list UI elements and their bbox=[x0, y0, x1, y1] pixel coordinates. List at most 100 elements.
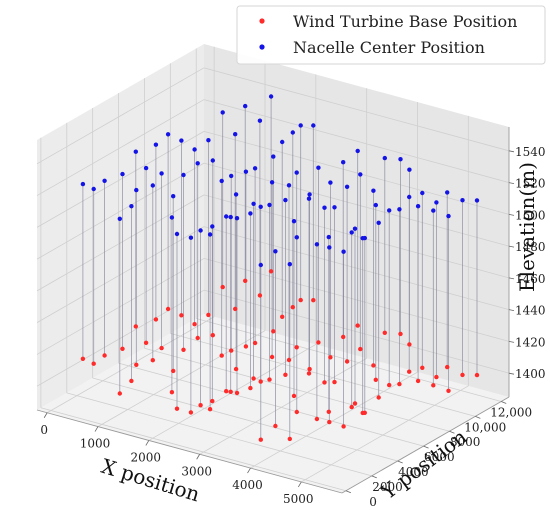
base-point bbox=[271, 329, 276, 334]
base-point bbox=[269, 354, 275, 360]
grid-line-y bbox=[196, 318, 502, 402]
base-point bbox=[273, 423, 278, 429]
base-point bbox=[362, 410, 367, 415]
nacelle-point bbox=[252, 166, 258, 171]
nacelle-point bbox=[234, 216, 240, 221]
base-point bbox=[407, 342, 412, 347]
nacelle-point bbox=[362, 235, 367, 241]
base-point bbox=[102, 353, 107, 358]
nacelle-point bbox=[165, 132, 171, 137]
nacelle-point bbox=[332, 205, 337, 210]
base-point bbox=[80, 356, 86, 361]
x-tick-label: 1000 bbox=[80, 437, 111, 451]
y-tick-label: 8000 bbox=[450, 435, 481, 449]
base-point bbox=[358, 346, 363, 352]
base-point bbox=[445, 364, 450, 370]
nacelle-point bbox=[188, 235, 194, 240]
nacelle-point bbox=[294, 235, 299, 240]
nacelle-point bbox=[220, 110, 225, 115]
z-tick-label: 1540 bbox=[515, 145, 546, 159]
nacelle-point bbox=[179, 138, 184, 143]
nacelle-point bbox=[268, 94, 274, 99]
grid-line-y bbox=[118, 362, 424, 447]
base-point bbox=[248, 385, 253, 391]
base-point bbox=[307, 366, 312, 372]
base-point bbox=[134, 362, 139, 367]
grid-line-y bbox=[40, 407, 346, 492]
grid-line-z bbox=[36, 258, 205, 355]
axis-panes bbox=[37, 44, 509, 493]
y-tick-label: 2000 bbox=[372, 480, 403, 494]
base-point bbox=[188, 410, 194, 415]
base-point bbox=[294, 345, 299, 350]
base-point bbox=[382, 330, 387, 335]
grid-line-z bbox=[203, 99, 510, 183]
base-point bbox=[431, 383, 436, 388]
base-point bbox=[349, 404, 354, 410]
nacelle-point bbox=[210, 158, 215, 163]
grid-line-z bbox=[36, 131, 205, 228]
nacelle-point bbox=[407, 194, 412, 200]
grid-line-z bbox=[203, 67, 510, 152]
base-point bbox=[371, 363, 376, 368]
nacelle-point bbox=[171, 194, 176, 199]
base-point bbox=[311, 298, 316, 303]
base-point bbox=[341, 424, 346, 429]
nacelle-point bbox=[376, 220, 381, 225]
y-tick-mark bbox=[371, 475, 377, 479]
nacelle-point bbox=[120, 171, 125, 177]
y-tick-mark bbox=[397, 460, 403, 464]
nacelle-point bbox=[258, 204, 263, 209]
base-point bbox=[355, 323, 360, 328]
nacelle-point bbox=[228, 214, 233, 220]
nacelle-point bbox=[349, 230, 354, 235]
nacelle-point bbox=[460, 198, 465, 203]
nacelle-point bbox=[80, 181, 86, 187]
nacelle-point bbox=[133, 149, 138, 154]
base-point bbox=[206, 312, 211, 318]
base-point bbox=[133, 324, 138, 329]
grid-line-x bbox=[301, 385, 469, 483]
nacelle-point bbox=[306, 196, 312, 201]
z-tick-label: 1400 bbox=[515, 367, 546, 381]
base-point bbox=[117, 391, 123, 396]
nacelle-point bbox=[373, 202, 378, 208]
base-point bbox=[179, 313, 184, 318]
base-point bbox=[267, 377, 272, 382]
base-point bbox=[344, 359, 350, 364]
base-point bbox=[258, 437, 263, 442]
nacelle-point bbox=[248, 211, 253, 216]
base-point bbox=[398, 331, 403, 337]
nacelle-point bbox=[91, 186, 96, 192]
nacelle-point bbox=[341, 249, 346, 254]
nacelle-point bbox=[287, 262, 292, 267]
base-point bbox=[171, 368, 176, 374]
base-point bbox=[192, 322, 197, 327]
z-tick-mark bbox=[508, 245, 515, 248]
y-tick-mark bbox=[345, 490, 352, 494]
base-point bbox=[129, 378, 134, 384]
nacelle-point bbox=[224, 214, 229, 219]
grid-lines bbox=[36, 46, 510, 492]
base-point bbox=[257, 293, 263, 298]
legend: Wind Turbine Base Position Nacelle Cente… bbox=[236, 5, 546, 65]
x-tick-mark bbox=[196, 454, 201, 460]
grid-line-x bbox=[199, 357, 367, 455]
base-point bbox=[252, 340, 258, 346]
base-point bbox=[233, 366, 239, 372]
x-axis-line bbox=[36, 409, 343, 494]
nacelle-point bbox=[206, 138, 211, 143]
base-point bbox=[287, 436, 292, 442]
grid-line-z bbox=[36, 289, 205, 387]
nacelle-point bbox=[174, 231, 180, 237]
y-tick-label: 6000 bbox=[424, 450, 455, 464]
base-point bbox=[207, 407, 213, 412]
z-tick-mark bbox=[508, 341, 515, 343]
x-tick-label: 0 bbox=[40, 423, 48, 437]
nacelle-point bbox=[420, 190, 425, 196]
base-point bbox=[220, 284, 225, 290]
base-point bbox=[322, 380, 327, 385]
y-tick-mark bbox=[449, 430, 455, 434]
base-point bbox=[280, 314, 285, 319]
grid-line-z bbox=[36, 162, 205, 260]
